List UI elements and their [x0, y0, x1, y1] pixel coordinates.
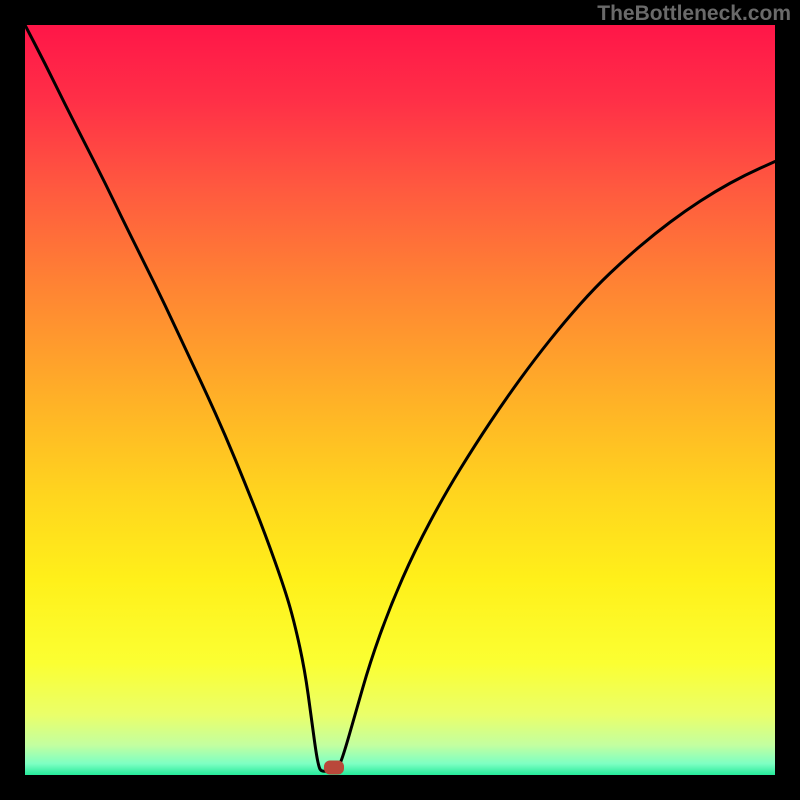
watermark-text: TheBottleneck.com: [597, 2, 791, 26]
bottleneck-curve: [25, 25, 775, 771]
minimum-marker: [324, 761, 344, 775]
plot-area: [25, 25, 775, 775]
curve-layer: [25, 25, 775, 775]
